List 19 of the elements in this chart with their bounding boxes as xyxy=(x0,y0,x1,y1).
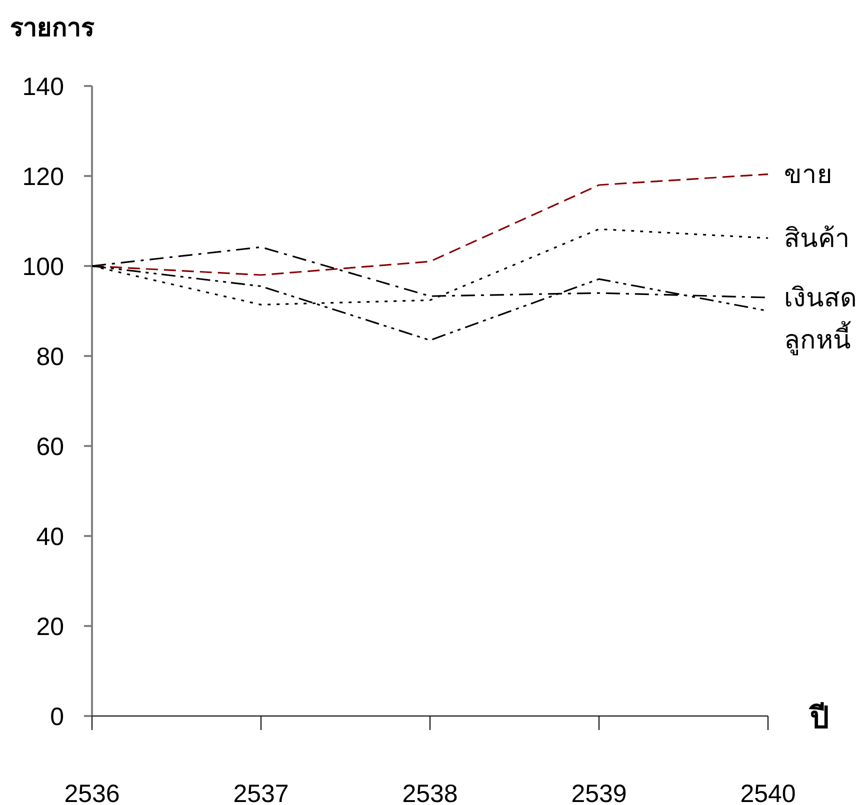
x-tick-label: 2540 xyxy=(740,780,796,805)
y-axis-title: รายการ xyxy=(10,14,95,42)
y-tick-label: 140 xyxy=(22,73,64,101)
y-tick-label: 100 xyxy=(22,253,64,281)
y-tick-label: 20 xyxy=(36,613,64,641)
x-axis-title: ปี xyxy=(808,702,829,735)
series-label: สินค้า xyxy=(784,223,850,254)
x-tick-label: 2537 xyxy=(233,780,289,805)
x-tick-label: 2536 xyxy=(64,780,120,805)
series-label: ขาย xyxy=(784,159,832,190)
x-tick-label: 2539 xyxy=(571,780,627,805)
series-label: เงินสด xyxy=(784,282,857,312)
y-tick-label: 60 xyxy=(36,433,64,461)
y-tick-label: 0 xyxy=(50,703,64,731)
y-tick-label: 120 xyxy=(22,163,64,191)
y-tick-label: 80 xyxy=(36,343,64,371)
y-tick-label: 40 xyxy=(36,523,64,551)
series-label: ลูกหนี้ xyxy=(784,320,851,356)
x-tick-label: 2538 xyxy=(402,780,458,805)
